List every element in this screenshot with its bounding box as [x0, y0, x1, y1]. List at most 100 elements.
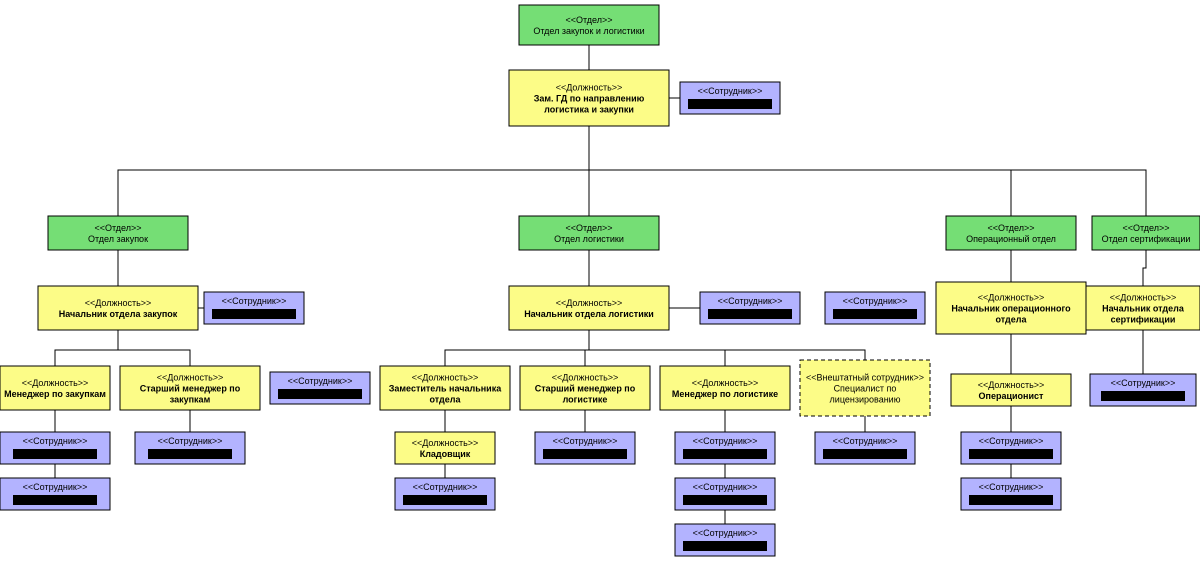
node-text: отдела	[995, 315, 1027, 325]
node-text: <<Должность>>	[552, 373, 619, 383]
node-emp_smgr_z1: <<Сотрудник>>	[135, 432, 245, 464]
node-text: Кладовщик	[420, 449, 471, 459]
node-text: Заместитель начальника	[389, 384, 502, 394]
node-text: <<Сотрудник>>	[718, 296, 783, 306]
node-dept_proc: <<Отдел>>Отдел закупок	[48, 216, 188, 250]
node-pos_cert: <<Должность>>Начальник отделасертификаци…	[1086, 286, 1200, 330]
edge	[118, 126, 589, 216]
node-text: лицензированию	[830, 395, 901, 405]
node-text: логистика и закупки	[544, 105, 634, 115]
node-text: <<Должность>>	[1110, 293, 1177, 303]
edge	[1143, 250, 1146, 286]
edge	[55, 330, 118, 366]
node-text: <<Сотрудник>>	[1111, 378, 1176, 388]
department-box	[1092, 216, 1200, 250]
redacted-name	[969, 449, 1053, 459]
edge	[589, 330, 725, 366]
redacted-name	[969, 495, 1053, 505]
redacted-name	[212, 309, 296, 319]
node-pos_mgr_z: <<Должность>>Менеджер по закупкам	[0, 366, 110, 410]
node-emp_log2: <<Сотрудник>>	[825, 292, 925, 324]
node-emp_oper1: <<Сотрудник>>	[961, 432, 1061, 464]
node-emp_log: <<Сотрудник>>	[700, 292, 800, 324]
node-text: <<Сотрудник>>	[23, 482, 88, 492]
redacted-name	[278, 389, 362, 399]
redacted-name	[708, 309, 792, 319]
node-text: <<Должность>>	[978, 293, 1045, 303]
redacted-name	[403, 495, 487, 505]
redacted-name	[543, 449, 627, 459]
position-box	[660, 366, 790, 410]
node-text: <<Должность>>	[978, 380, 1045, 390]
node-dept_oper: <<Отдел>>Операционный отдел	[946, 216, 1076, 250]
node-text: Отдел закупок	[88, 234, 148, 244]
node-pos_lic: <<Внештатный сотрудник>>Специалист полиц…	[800, 360, 930, 416]
node-text: <<Отдел>>	[565, 223, 612, 233]
node-text: <<Внештатный сотрудник>>	[806, 373, 924, 383]
node-text: Начальник отдела логистики	[524, 309, 654, 319]
node-text: отдела	[429, 395, 461, 405]
node-pos_root: <<Должность>>Зам. ГД по направлениюлогис…	[509, 70, 669, 126]
node-text: Начальник отдела	[1102, 304, 1185, 314]
nodes-layer: <<Отдел>>Отдел закупок и логистики<<Долж…	[0, 5, 1200, 556]
department-box	[946, 216, 1076, 250]
node-pos_zam_log: <<Должность>>Заместитель начальникаотдел…	[380, 366, 510, 410]
node-text: <<Сотрудник>>	[413, 482, 478, 492]
node-text: Специалист по	[834, 384, 897, 394]
node-text: <<Сотрудник>>	[693, 482, 758, 492]
node-text: Начальник отдела закупок	[59, 309, 178, 319]
node-emp_root: <<Сотрудник>>	[680, 82, 780, 114]
redacted-name	[823, 449, 907, 459]
position-box	[395, 432, 495, 464]
position-box	[38, 286, 198, 330]
edge	[589, 126, 1011, 216]
node-pos_oper: <<Должность>>Начальник операционногоотде…	[936, 282, 1086, 334]
node-emp_mgr_l3: <<Сотрудник>>	[675, 524, 775, 556]
node-text: Менеджер по логистике	[672, 389, 778, 399]
node-text: <<Должность>>	[692, 378, 759, 388]
node-text: <<Отдел>>	[987, 223, 1034, 233]
redacted-name	[833, 309, 917, 319]
node-text: Старший менеджер по	[535, 384, 636, 394]
node-text: Отдел сертификации	[1102, 234, 1191, 244]
node-text: <<Сотрудник>>	[222, 296, 287, 306]
redacted-name	[148, 449, 232, 459]
node-emp_smgr_side: <<Сотрудник>>	[270, 372, 370, 404]
node-emp_mgr_z2: <<Сотрудник>>	[0, 478, 110, 510]
node-emp_klad: <<Сотрудник>>	[395, 478, 495, 510]
edge	[585, 330, 589, 366]
node-pos_klad: <<Должность>>Кладовщик	[395, 432, 495, 464]
node-text: <<Сотрудник>>	[979, 482, 1044, 492]
node-text: <<Должность>>	[157, 373, 224, 383]
node-pos_mgr_l: <<Должность>>Менеджер по логистике	[660, 366, 790, 410]
position-box	[509, 286, 669, 330]
position-box	[951, 374, 1071, 406]
node-emp_proc: <<Сотрудник>>	[204, 292, 304, 324]
node-pos_proc: <<Должность>>Начальник отдела закупок	[38, 286, 198, 330]
node-pos_smgr_z: <<Должность>>Старший менеджер позакупкам	[120, 366, 260, 410]
department-box	[48, 216, 188, 250]
node-text: <<Сотрудник>>	[833, 436, 898, 446]
node-text: Отдел закупок и логистики	[533, 26, 644, 36]
node-text: <<Должность>>	[556, 298, 623, 308]
position-box	[0, 366, 110, 410]
redacted-name	[13, 449, 97, 459]
node-text: <<Сотрудник>>	[843, 296, 908, 306]
node-text: <<Должность>>	[412, 373, 479, 383]
node-emp_smgr_l: <<Сотрудник>>	[535, 432, 635, 464]
node-text: <<Отдел>>	[1122, 223, 1169, 233]
node-text: <<Отдел>>	[565, 15, 612, 25]
node-text: <<Сотрудник>>	[698, 86, 763, 96]
redacted-name	[683, 495, 767, 505]
redacted-name	[13, 495, 97, 505]
edge	[445, 330, 589, 366]
node-pos_smgr_l: <<Должность>>Старший менеджер пологистик…	[520, 366, 650, 410]
node-pos_log: <<Должность>>Начальник отдела логистики	[509, 286, 669, 330]
node-text: логистике	[563, 395, 608, 405]
node-dept_log: <<Отдел>>Отдел логистики	[519, 216, 659, 250]
node-text: <<Должность>>	[22, 378, 89, 388]
node-text: <<Должность>>	[85, 298, 152, 308]
node-text: <<Сотрудник>>	[23, 436, 88, 446]
edge	[589, 330, 865, 360]
node-text: Зам. ГД по направлению	[534, 94, 645, 104]
